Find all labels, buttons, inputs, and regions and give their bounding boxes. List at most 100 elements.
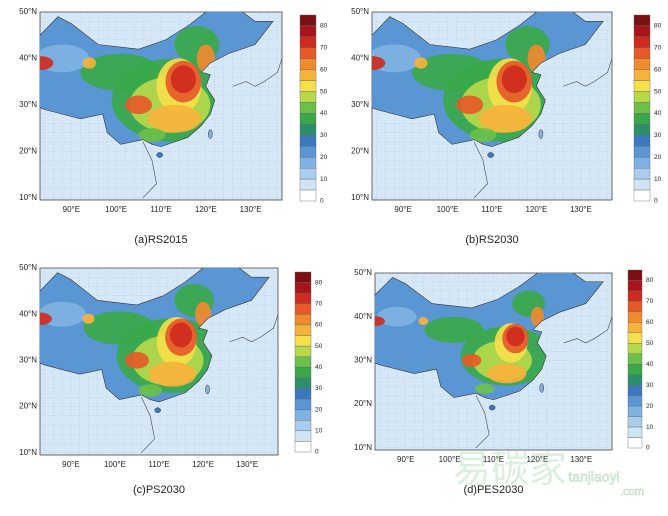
panel-caption: (a)RS2015 xyxy=(134,234,187,246)
concentration-area xyxy=(418,317,429,326)
colorbar-swatch xyxy=(627,301,643,313)
colorbar-swatch xyxy=(633,113,651,125)
concentration-area xyxy=(40,56,54,71)
colorbar-label: 30 xyxy=(320,132,328,139)
colorbar-swatch xyxy=(294,303,312,315)
colorbar-label: 0 xyxy=(654,198,658,205)
concentration-area xyxy=(169,322,193,348)
lat-label: 50°N xyxy=(19,263,37,272)
colorbar-swatch xyxy=(294,324,312,336)
lon-label: 110°E xyxy=(481,205,502,214)
lat-label: 30°N xyxy=(351,100,369,109)
lat-label: 20°N xyxy=(354,399,372,408)
lat-label: 50°N xyxy=(19,7,37,16)
colorbar-swatch xyxy=(627,405,643,417)
colorbar-label: 70 xyxy=(646,298,654,305)
colorbar-label: 10 xyxy=(315,428,323,435)
concentration-area xyxy=(138,128,166,142)
colorbar-label: 20 xyxy=(315,406,323,413)
hainan xyxy=(156,152,163,158)
coastline xyxy=(563,58,612,87)
lon-label: 90°E xyxy=(62,460,79,469)
concentration-area xyxy=(456,95,484,115)
concentration-area xyxy=(506,326,525,347)
colorbar-swatch xyxy=(633,167,651,180)
colorbar-label: 30 xyxy=(654,132,662,139)
border xyxy=(375,273,604,401)
colorbar-swatch xyxy=(627,290,643,302)
hainan xyxy=(154,407,161,413)
colorbar-label: 10 xyxy=(320,176,328,183)
coastline xyxy=(475,395,490,449)
colorbar-swatch xyxy=(294,314,312,326)
colorbar-swatch xyxy=(633,146,651,158)
colorbar-swatch xyxy=(299,25,317,38)
concentration-area xyxy=(125,95,153,115)
colorbar-label: 60 xyxy=(315,322,323,329)
colorbar-swatch xyxy=(299,80,317,92)
colorbar-swatch xyxy=(627,416,643,428)
colorbar-swatch xyxy=(299,102,317,114)
colorbar-swatch xyxy=(294,398,312,410)
lat-label: 10°N xyxy=(19,448,37,457)
panel-caption: (b)RS2030 xyxy=(465,234,518,246)
map-panel: 50°N 40°N 30°N 20°N 10°N 90°E 100°E 110°E 120°E 1… xyxy=(19,263,323,496)
concentration-area xyxy=(375,316,385,326)
lat-label: 40°N xyxy=(351,54,369,63)
colorbar-label: 50 xyxy=(320,88,328,95)
colorbar-swatch xyxy=(633,69,651,81)
lat-label: 40°N xyxy=(19,309,37,318)
lon-label: 130°E xyxy=(240,205,262,214)
concentration-area xyxy=(469,128,497,142)
lon-label: 100°E xyxy=(104,460,126,469)
lat-label: 50°N xyxy=(351,7,369,16)
colorbar-swatch xyxy=(299,157,317,169)
colorbar-swatch xyxy=(294,377,312,389)
colorbar-swatch xyxy=(294,388,312,400)
coastline xyxy=(563,316,612,344)
concentration-area xyxy=(83,311,156,345)
concentration-area xyxy=(82,313,95,324)
lat-label: 40°N xyxy=(354,312,372,321)
colorbar-label: 40 xyxy=(315,364,323,371)
taiwan xyxy=(539,383,545,393)
hainan xyxy=(487,152,494,158)
colorbar-swatch xyxy=(299,69,317,81)
concentration-area xyxy=(377,306,417,327)
land xyxy=(375,273,604,400)
lon-label: 120°E xyxy=(195,205,217,214)
colorbar-label: 80 xyxy=(315,279,323,286)
colorbar-swatch xyxy=(299,178,317,191)
lon-label: 110°E xyxy=(483,455,504,464)
colorbar-swatch xyxy=(294,367,312,379)
colorbar-label: 40 xyxy=(320,110,328,117)
colorbar-swatch xyxy=(633,135,651,147)
lat-label: 30°N xyxy=(354,356,372,365)
colorbar-label: 80 xyxy=(654,23,662,30)
colorbar-swatch xyxy=(299,146,317,158)
colorbar-label: 60 xyxy=(654,66,662,73)
lon-label: 100°E xyxy=(105,205,127,214)
colorbar-swatch xyxy=(299,189,317,202)
lon-label: 90°E xyxy=(397,455,414,464)
map-clip xyxy=(372,12,612,198)
lon-label: 130°E xyxy=(236,460,258,469)
colorbar-label: 0 xyxy=(646,445,650,452)
lat-label: 10°N xyxy=(351,193,369,202)
lon-label: 130°E xyxy=(570,455,592,464)
concentration-area xyxy=(82,57,97,69)
watermark-domain: .com xyxy=(620,486,644,498)
coastline xyxy=(473,141,488,198)
lat-label: 20°N xyxy=(19,402,37,411)
concentration-area xyxy=(80,53,161,91)
colorbar-label: 80 xyxy=(320,23,328,30)
concentration-area xyxy=(138,384,163,397)
lat-label: 50°N xyxy=(354,268,372,277)
colorbar-label: 70 xyxy=(654,45,662,52)
colorbar-swatch xyxy=(627,343,643,354)
concentration-area xyxy=(501,65,527,94)
concentration-area xyxy=(40,312,52,326)
lon-label: 120°E xyxy=(525,205,547,214)
lat-label: 40°N xyxy=(19,54,37,63)
